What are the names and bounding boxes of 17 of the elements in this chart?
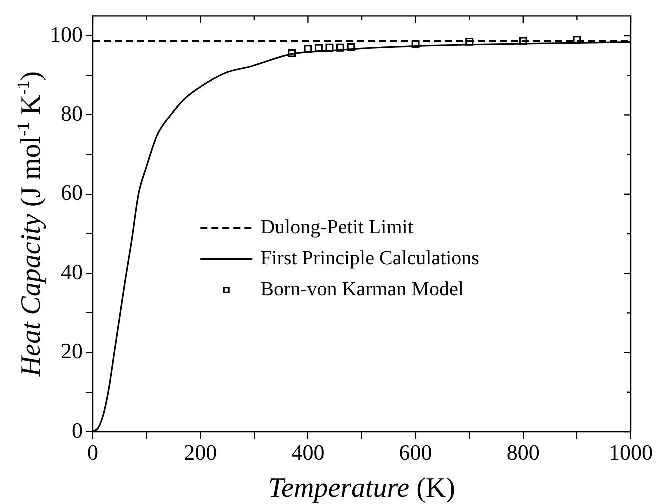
y-tick-label: 0 — [72, 418, 83, 443]
y-tick-label: 100 — [50, 22, 83, 47]
legend-label: First Principle Calculations — [260, 248, 480, 270]
x-axis-title: Temperature (K) — [268, 473, 456, 504]
x-tick-label: 800 — [506, 440, 540, 465]
y-tick-label: 80 — [61, 100, 83, 126]
x-tick-label: 1000 — [609, 440, 653, 465]
y-tick-label: 40 — [61, 259, 83, 284]
y-tick-label: 20 — [61, 338, 83, 364]
x-tick-label: 0 — [88, 440, 98, 465]
x-tick-label: 400 — [292, 440, 325, 465]
y-axis-title: Heat Capacity (J mol-1 K-1) — [14, 72, 47, 378]
x-tick-label: 600 — [399, 440, 432, 465]
legend-label: Born-von Karman Model — [260, 278, 464, 301]
x-tick-label: 200 — [184, 440, 218, 465]
y-tick-label: 60 — [61, 180, 83, 206]
legend-label: Dulong-Petit Limit — [260, 216, 414, 239]
